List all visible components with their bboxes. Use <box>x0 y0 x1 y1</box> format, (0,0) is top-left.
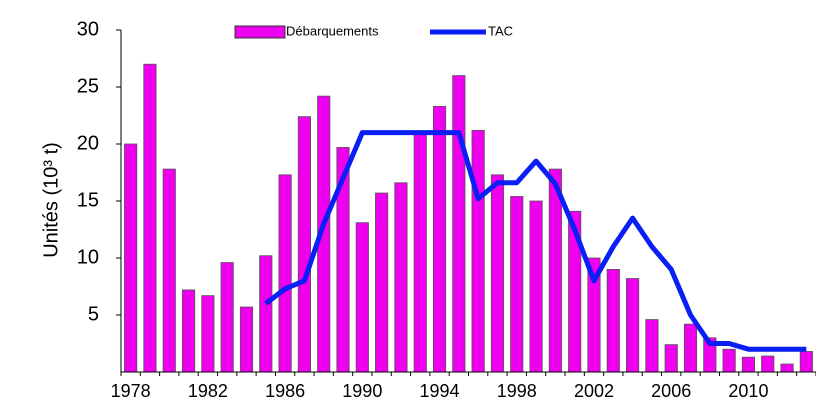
line <box>264 130 807 352</box>
x-tick-label: 1982 <box>188 381 228 401</box>
y-tick-label: 25 <box>77 75 99 97</box>
bar <box>220 262 234 373</box>
bar <box>683 323 698 373</box>
x-tick-label: 2006 <box>651 381 691 401</box>
legend-label: TAC <box>488 23 513 38</box>
y-tick-label: 20 <box>77 132 99 154</box>
bar <box>606 268 620 373</box>
bar <box>722 348 736 373</box>
bar <box>239 306 254 373</box>
x-tick-label: 1998 <box>497 381 537 401</box>
y-tick-label: 5 <box>88 303 99 325</box>
bar <box>529 200 543 373</box>
x-tick-label: 1994 <box>420 381 460 401</box>
bar <box>394 182 408 373</box>
x-tick-label: 1990 <box>342 381 382 401</box>
bar <box>626 278 640 373</box>
bar <box>452 75 466 373</box>
bar <box>741 356 756 373</box>
x-tick-label: 2010 <box>728 381 768 401</box>
y-tick-label: 30 <box>77 18 99 40</box>
bar <box>143 63 157 373</box>
y-axis-label: Unités (10³ t) <box>40 142 62 258</box>
bar <box>490 174 505 373</box>
bar <box>375 192 389 373</box>
bar <box>124 143 138 373</box>
bar <box>162 168 176 373</box>
bar <box>355 222 369 373</box>
bar <box>645 319 659 373</box>
bar <box>259 255 273 373</box>
legend-swatch <box>234 25 286 39</box>
y-tick-label: 15 <box>77 189 99 211</box>
bar <box>664 344 678 373</box>
legend-label: Débarquements <box>286 23 379 38</box>
bar <box>780 363 794 373</box>
bar <box>201 295 215 373</box>
bar <box>181 289 196 373</box>
bar <box>799 351 813 373</box>
bar <box>297 116 311 373</box>
bar <box>432 105 447 373</box>
x-tick-label: 1986 <box>265 381 305 401</box>
y-tick-label: 10 <box>77 246 99 268</box>
bar <box>413 133 427 373</box>
bar <box>471 129 485 373</box>
bar <box>510 196 524 373</box>
x-tick-label: 2002 <box>574 381 614 401</box>
x-tick-label: 1978 <box>111 381 151 401</box>
bar <box>278 174 292 373</box>
bar <box>761 355 775 373</box>
